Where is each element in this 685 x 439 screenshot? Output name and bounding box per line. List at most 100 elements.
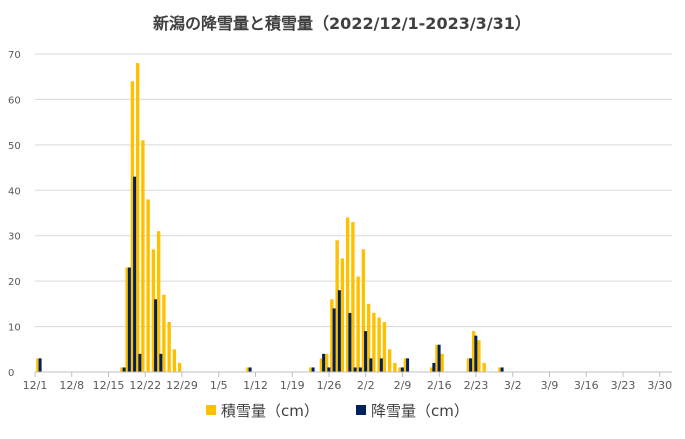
snowfall-bar-1-31 — [358, 367, 362, 372]
snowfall-bar-2-27 — [500, 367, 504, 372]
chart-title: 新潟の降雪量と積雪量（2022/12/1-2023/3/31） — [153, 14, 531, 33]
x-tick-label: 2/23 — [464, 379, 489, 392]
x-tick-label: 12/8 — [59, 379, 84, 392]
accumulation-bar-2-6 — [387, 349, 392, 372]
x-tick-label: 2/2 — [357, 379, 375, 392]
x-tick-label: 12/15 — [93, 379, 125, 392]
accumulation-bar-1-27 — [335, 240, 339, 372]
accumulation-bar-2-22 — [471, 331, 476, 372]
snowfall-bar-2-8 — [400, 367, 404, 372]
y-tick-label: 60 — [8, 95, 21, 106]
snowfall-bar-12-18 — [127, 267, 131, 372]
snowfall-bar-1-29 — [348, 312, 352, 372]
accumulation-bar-2-4 — [377, 317, 381, 372]
snowfall-bar-2-21 — [469, 358, 473, 372]
accumulation-bar-1-29 — [345, 217, 350, 372]
accumulation-bar-12-28 — [177, 362, 182, 372]
legend-swatch-accumulation — [206, 405, 216, 415]
x-tick-label: 3/23 — [611, 379, 636, 392]
snowfall-bar-1-24 — [322, 353, 326, 372]
snowfall-bar-1-30 — [353, 367, 357, 372]
x-tick-label: 3/9 — [541, 379, 559, 392]
accumulation-bar-2-7 — [393, 362, 397, 372]
y-tick-label: 30 — [8, 232, 21, 243]
x-tick-label: 2/16 — [427, 379, 452, 392]
accumulation-bar-12-24 — [156, 231, 161, 372]
accumulation-bar-1-31 — [356, 276, 360, 372]
y-tick-label: 40 — [8, 186, 21, 197]
accumulation-bar-2-27 — [498, 367, 502, 372]
snowfall-bar-2-1 — [364, 331, 368, 372]
legend-label-accumulation: 積雪量（cm） — [221, 402, 319, 420]
snowfall-bar-2-22 — [474, 335, 478, 372]
x-tick-label: 1/5 — [210, 379, 228, 392]
y-tick-label: 70 — [8, 50, 21, 61]
legend: 積雪量（cm） 降雪量（cm） — [206, 402, 469, 420]
x-tick-label: 2/9 — [394, 379, 412, 392]
accumulation-bar-1-22 — [309, 367, 313, 372]
x-tick-label: 3/16 — [574, 379, 599, 392]
accumulation-bar-2-1 — [361, 249, 366, 372]
accumulation-bar-12-26 — [167, 322, 171, 372]
accumulation-bar-2-3 — [372, 312, 376, 372]
accumulation-bar-2-14 — [429, 367, 434, 372]
accumulation-bar-2-9 — [403, 358, 408, 372]
accumulation-bar-1-26 — [330, 299, 334, 372]
accumulation-bar-2-8 — [398, 367, 402, 372]
y-tick-label: 20 — [8, 277, 21, 288]
snowfall-bar-1-27 — [337, 290, 341, 372]
snowfall-bar-1-22 — [311, 367, 315, 372]
accumulation-bar-12-20 — [135, 63, 140, 372]
x-tick-label: 3/30 — [647, 379, 672, 392]
y-tick-label: 10 — [8, 323, 21, 334]
snowfall-bar-12-17 — [122, 367, 126, 372]
x-tick-label: 1/12 — [243, 379, 268, 392]
accumulation-bar-12-18 — [125, 267, 129, 372]
accumulation-bar-1-10 — [246, 367, 250, 372]
snowfall-bar-12-20 — [138, 353, 142, 372]
snowfall-bar-2-9 — [406, 358, 410, 372]
accumulation-bar-1-30 — [351, 222, 355, 372]
accumulation-bar-1-24 — [319, 358, 324, 372]
snowfall-bar-12-19 — [133, 176, 137, 372]
snowfall-bar-2-4 — [379, 358, 383, 372]
accumulation-bar-12-19 — [130, 81, 135, 372]
snowfall-bar-2-2 — [369, 358, 373, 372]
accumulation-bar-12-27 — [172, 349, 177, 372]
accumulation-bar-1-28 — [340, 258, 345, 372]
snowfall-bar-12-23 — [154, 299, 158, 372]
x-tick-label: 3/2 — [504, 379, 522, 392]
accumulation-bar-1-25 — [324, 353, 329, 372]
snowfall-bar-12-24 — [159, 353, 163, 372]
snowfall-bar-2-15 — [437, 344, 441, 372]
snowfall-bar-2-14 — [432, 362, 436, 372]
accumulation-bar-12-23 — [151, 249, 156, 372]
x-tick-label: 12/22 — [129, 379, 161, 392]
accumulation-bar-2-23 — [477, 340, 481, 372]
x-tick-label: 1/26 — [317, 379, 342, 392]
accumulation-bar-12-1 — [36, 358, 40, 372]
accumulation-bar-2-5 — [382, 322, 387, 372]
accumulation-bar-2-2 — [366, 303, 371, 372]
accumulation-bar-12-21 — [141, 140, 145, 372]
accumulation-bar-12-17 — [120, 367, 124, 372]
accumulation-bar-2-15 — [435, 344, 439, 372]
y-tick-label: 50 — [8, 141, 21, 152]
snowfall-bar-1-10 — [248, 367, 252, 372]
x-tick-label: 12/29 — [166, 379, 198, 392]
x-tick-label: 12/1 — [23, 379, 48, 392]
snowfall-bar-1-26 — [332, 308, 336, 372]
accumulation-bar-2-16 — [440, 353, 444, 372]
y-tick-label: 0 — [8, 368, 14, 379]
snowfall-bar-1-25 — [327, 367, 331, 372]
legend-label-snowfall: 降雪量（cm） — [371, 402, 469, 420]
accumulation-bar-2-24 — [482, 362, 486, 372]
x-tick-label: 1/19 — [280, 379, 305, 392]
accumulation-bar-12-25 — [162, 294, 166, 372]
accumulation-bar-2-21 — [466, 358, 471, 372]
snowfall-bar-12-1 — [38, 358, 42, 372]
accumulation-bar-12-22 — [146, 199, 150, 372]
legend-swatch-snowfall — [356, 405, 366, 415]
